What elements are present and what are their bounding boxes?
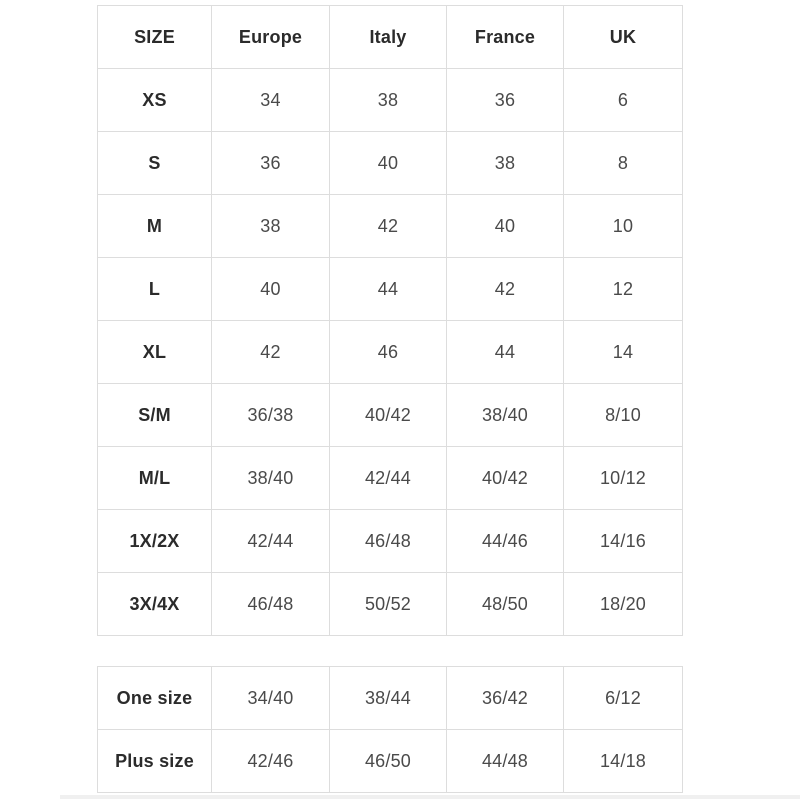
- column-header-italy: Italy: [329, 5, 447, 69]
- size-cell: 36/42: [446, 666, 564, 730]
- size-cell: 14: [563, 320, 683, 384]
- size-cell: 46/48: [211, 572, 330, 636]
- size-cell: 34/40: [211, 666, 330, 730]
- size-row-label: XL: [97, 320, 212, 384]
- size-cell: 44: [329, 257, 447, 321]
- table-row: XS 34 38 36 6: [97, 68, 683, 132]
- table-row: XL 42 46 44 14: [97, 320, 683, 384]
- size-cell: 42: [329, 194, 447, 258]
- table-row: L 40 44 42 12: [97, 257, 683, 321]
- size-cell: 40: [329, 131, 447, 195]
- table-row: One size 34/40 38/44 36/42 6/12: [97, 666, 683, 730]
- size-row-label: Plus size: [97, 729, 212, 793]
- column-header-france: France: [446, 5, 564, 69]
- size-cell: 48/50: [446, 572, 564, 636]
- table-row: 3X/4X 46/48 50/52 48/50 18/20: [97, 572, 683, 636]
- size-cell: 46/50: [329, 729, 447, 793]
- size-conversion-table: SIZE Europe Italy France UK XS 34 38 36 …: [97, 5, 683, 636]
- size-cell: 12: [563, 257, 683, 321]
- size-cell: 42/46: [211, 729, 330, 793]
- size-cell: 10/12: [563, 446, 683, 510]
- size-cell: 36: [446, 68, 564, 132]
- size-cell: 10: [563, 194, 683, 258]
- size-cell: 42: [446, 257, 564, 321]
- size-cell: 40: [211, 257, 330, 321]
- size-row-label: L: [97, 257, 212, 321]
- size-cell: 38: [329, 68, 447, 132]
- size-cell: 34: [211, 68, 330, 132]
- size-cell: 6/12: [563, 666, 683, 730]
- table-row: M 38 42 40 10: [97, 194, 683, 258]
- size-cell: 14/16: [563, 509, 683, 573]
- size-cell: 38/44: [329, 666, 447, 730]
- size-cell: 50/52: [329, 572, 447, 636]
- size-row-label: S/M: [97, 383, 212, 447]
- size-cell: 36/38: [211, 383, 330, 447]
- size-cell: 38: [211, 194, 330, 258]
- size-cell: 44/46: [446, 509, 564, 573]
- size-row-label: 1X/2X: [97, 509, 212, 573]
- size-cell: 40/42: [446, 446, 564, 510]
- table-row: M/L 38/40 42/44 40/42 10/12: [97, 446, 683, 510]
- column-header-europe: Europe: [211, 5, 330, 69]
- column-header-uk: UK: [563, 5, 683, 69]
- size-row-label: 3X/4X: [97, 572, 212, 636]
- table-row: S 36 40 38 8: [97, 131, 683, 195]
- table-row: 1X/2X 42/44 46/48 44/46 14/16: [97, 509, 683, 573]
- size-row-label: XS: [97, 68, 212, 132]
- size-row-label: One size: [97, 666, 212, 730]
- size-cell: 42/44: [211, 509, 330, 573]
- page-bottom-edge: [60, 795, 800, 799]
- size-cell: 38: [446, 131, 564, 195]
- table-row: S/M 36/38 40/42 38/40 8/10: [97, 383, 683, 447]
- size-cell: 6: [563, 68, 683, 132]
- special-sizes-table: One size 34/40 38/44 36/42 6/12 Plus siz…: [97, 666, 683, 793]
- size-cell: 40/42: [329, 383, 447, 447]
- size-cell: 36: [211, 131, 330, 195]
- size-cell: 8/10: [563, 383, 683, 447]
- size-cell: 46/48: [329, 509, 447, 573]
- size-cell: 44: [446, 320, 564, 384]
- column-header-size: SIZE: [97, 5, 212, 69]
- size-row-label: M/L: [97, 446, 212, 510]
- size-cell: 38/40: [211, 446, 330, 510]
- table-header-row: SIZE Europe Italy France UK: [97, 5, 683, 69]
- size-cell: 14/18: [563, 729, 683, 793]
- size-cell: 40: [446, 194, 564, 258]
- size-cell: 42: [211, 320, 330, 384]
- table-row: Plus size 42/46 46/50 44/48 14/18: [97, 729, 683, 793]
- size-cell: 44/48: [446, 729, 564, 793]
- size-cell: 38/40: [446, 383, 564, 447]
- size-row-label: S: [97, 131, 212, 195]
- size-cell: 18/20: [563, 572, 683, 636]
- size-cell: 46: [329, 320, 447, 384]
- size-cell: 8: [563, 131, 683, 195]
- size-cell: 42/44: [329, 446, 447, 510]
- size-row-label: M: [97, 194, 212, 258]
